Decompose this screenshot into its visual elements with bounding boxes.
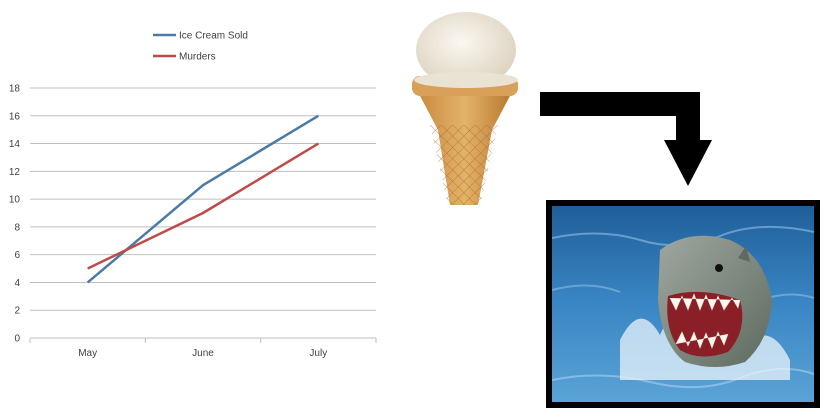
x-tick-label: June [192, 348, 214, 359]
illustration [412, 12, 820, 408]
shark-photo [546, 200, 820, 408]
arrow-icon [540, 92, 712, 186]
legend-label: Murders [179, 52, 216, 63]
chart-legend: Ice Cream Sold Murders [153, 31, 248, 63]
legend-label: Ice Cream Sold [179, 31, 248, 42]
x-tick-label: July [309, 348, 327, 359]
y-tick-label: 4 [14, 278, 20, 289]
x-tick-label: May [78, 348, 97, 359]
line-chart: Ice Cream Sold Murders 0 2 4 6 8 10 12 14 16 18 Ma… [9, 31, 377, 359]
y-tick-label: 14 [9, 139, 21, 150]
y-tick-label: 12 [9, 167, 21, 178]
y-tick-label: 2 [14, 306, 20, 317]
chart-series [86, 114, 319, 284]
y-tick-label: 6 [14, 250, 20, 261]
ice-cream-cone-icon [412, 12, 518, 205]
y-tick-label: 0 [14, 334, 20, 345]
y-tick-label: 8 [14, 222, 20, 233]
y-tick-label: 18 [9, 84, 21, 95]
x-axis-ticks: May June July [29, 338, 377, 359]
series-line-1 [87, 142, 319, 270]
y-axis-ticks: 0 2 4 6 8 10 12 14 16 18 [9, 84, 21, 345]
y-tick-label: 10 [9, 195, 21, 206]
y-tick-label: 16 [9, 111, 21, 122]
